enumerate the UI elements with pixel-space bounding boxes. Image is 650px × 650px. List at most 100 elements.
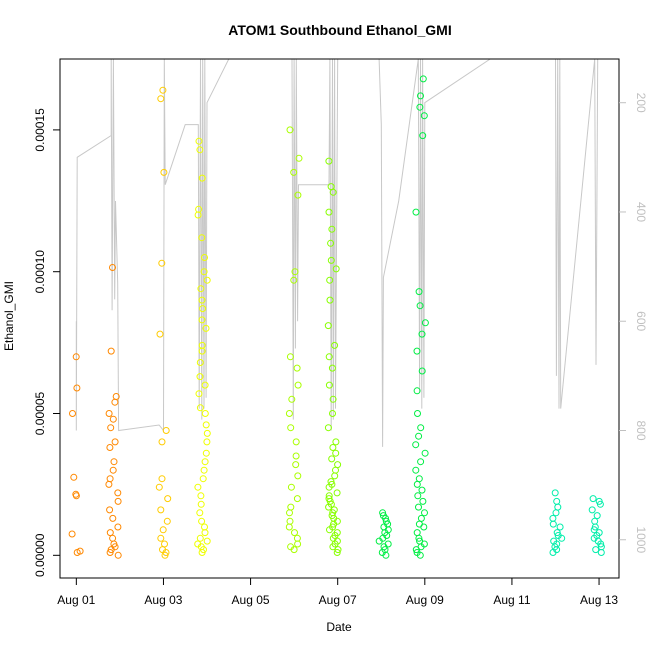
data-point (106, 444, 114, 451)
data-point (413, 387, 421, 395)
y-axis-label: Ethanol_GMI (2, 281, 16, 351)
data-point (196, 404, 204, 412)
data-point (203, 438, 211, 446)
data-point (201, 410, 209, 417)
data-point (421, 319, 429, 327)
data-point (325, 353, 333, 361)
data-point (332, 466, 339, 474)
data-point (412, 466, 420, 474)
data-point (419, 132, 427, 140)
data-point (110, 458, 118, 466)
data-point (325, 208, 333, 216)
data-point (196, 373, 204, 381)
data-point (415, 534, 423, 542)
flight-series-8 (549, 489, 566, 556)
data-point (327, 256, 335, 264)
data-point (413, 347, 421, 355)
data-point (549, 549, 557, 556)
data-point (196, 359, 204, 366)
data-point (106, 475, 114, 483)
data-point (287, 483, 295, 491)
data-point (332, 449, 340, 457)
data-point (549, 520, 557, 528)
data-point (589, 495, 597, 503)
data-point (73, 549, 81, 556)
data-point (292, 461, 300, 469)
flight-series-7 (412, 75, 429, 559)
data-point (412, 208, 420, 216)
data-point (198, 347, 206, 355)
data-point (203, 537, 211, 545)
data-point (195, 390, 203, 398)
data-point (332, 265, 340, 273)
data-point (418, 486, 426, 494)
data-point (114, 489, 122, 497)
data-point (114, 551, 122, 559)
data-point (556, 523, 564, 531)
data-point (549, 514, 557, 522)
data-point (325, 157, 333, 165)
data-point (324, 424, 332, 432)
chart-title: ATOM1 Southbound Ethanol_GMI (228, 22, 451, 38)
data-point (418, 367, 426, 375)
data-point (415, 475, 423, 483)
data-point (285, 410, 293, 417)
flight-series-9 (588, 495, 605, 556)
data-point (201, 458, 209, 466)
data-point (415, 503, 422, 511)
data-point (291, 529, 298, 537)
data-point (105, 480, 113, 488)
data-point (551, 489, 559, 497)
flight-series-0 (68, 353, 84, 556)
data-point (72, 353, 80, 361)
data-point (72, 492, 80, 500)
y-axis: 0.00000 0.00005 0.00010 0.00015 (33, 108, 60, 577)
y-tick-label: 0.00005 (33, 391, 47, 435)
plot-frame (59, 58, 620, 579)
data-point (416, 103, 424, 111)
data-point (198, 517, 206, 525)
data-point (290, 168, 298, 176)
data-point (329, 395, 337, 403)
x-tick-label: Aug 03 (144, 593, 182, 607)
data-point (68, 530, 76, 538)
secondary-tick-label: 400 (634, 202, 648, 222)
data-point (109, 514, 117, 522)
data-point (197, 500, 205, 508)
data-point (107, 424, 115, 432)
data-point (418, 330, 426, 338)
data-point (199, 475, 207, 483)
data-point (203, 276, 211, 284)
data-point (417, 92, 424, 100)
flight-series-5 (324, 157, 342, 556)
data-point (325, 381, 333, 389)
data-point (328, 225, 336, 233)
data-point (194, 483, 202, 491)
data-point (325, 503, 333, 511)
data-point (194, 211, 202, 219)
x-axis: Aug 01 Aug 03 Aug 05 Aug 07 Aug 09 Aug 11 Aug … (57, 578, 618, 607)
data-point (421, 449, 429, 457)
data-point (412, 546, 420, 554)
data-point (290, 276, 298, 284)
data-point (159, 526, 167, 534)
data-point (415, 288, 423, 296)
data-point (420, 112, 428, 120)
data-point (420, 523, 428, 531)
secondary-tick-label: 1000 (634, 526, 648, 553)
secondary-y-axis: 200 400 600 800 1000 (619, 93, 648, 553)
data-point (109, 264, 116, 271)
data-point (293, 534, 301, 542)
data-point (416, 302, 424, 310)
data-point (157, 506, 165, 514)
data-point (198, 174, 206, 182)
data-point (293, 495, 301, 503)
y-tick-label: 0.00000 (33, 533, 47, 577)
data-point (157, 95, 165, 103)
plot-area (59, 58, 620, 579)
data-point (69, 410, 76, 417)
data-point (325, 483, 333, 491)
data-point (329, 410, 336, 417)
data-point (105, 410, 113, 417)
